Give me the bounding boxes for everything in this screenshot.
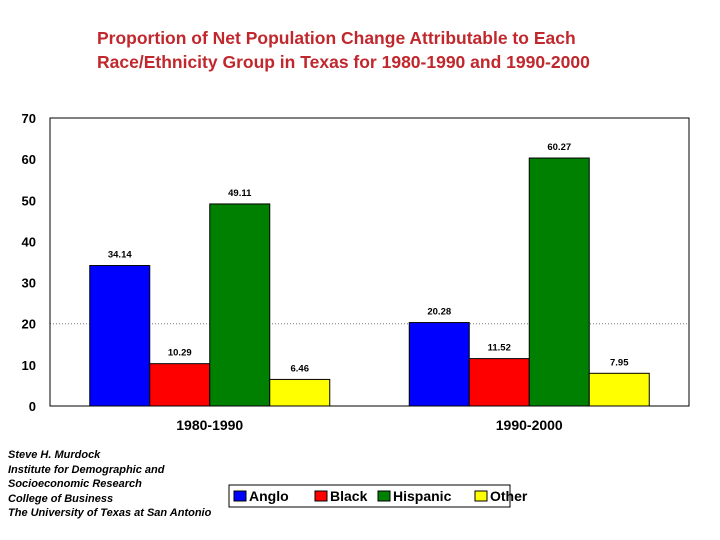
y-tick-label: 40: [22, 234, 36, 249]
data-label: 7.95: [610, 357, 629, 368]
bar-other: [588, 372, 650, 407]
bar-anglo: [89, 265, 151, 407]
bar-other: [269, 378, 331, 407]
bar-black: [149, 363, 211, 407]
data-label: 10.29: [168, 348, 192, 359]
plot-border: [49, 117, 690, 407]
bar-hispanic: [528, 157, 590, 407]
data-label: 49.11: [228, 188, 252, 199]
credit-line: Institute for Demographic and: [8, 463, 165, 476]
bar-anglo: [408, 322, 470, 407]
data-label: 34.14: [108, 250, 132, 261]
credits: Steve H. Murdock Institute for Demograph…: [8, 448, 211, 521]
y-tick-label: 30: [22, 276, 36, 291]
legend-swatch-hispanic: [377, 490, 391, 502]
data-label: 11.52: [488, 343, 511, 354]
credit-line: Steve H. Murdock: [8, 449, 101, 461]
bar-black: [468, 358, 530, 407]
bar-hispanic: [209, 203, 271, 407]
legend-swatch-black: [314, 490, 328, 502]
legend-box: [228, 484, 511, 508]
y-tick-label: 70: [22, 111, 36, 126]
y-tick-label: 0: [29, 399, 36, 414]
data-label: 6.46: [291, 363, 310, 374]
legend-label: Other: [490, 488, 528, 504]
y-tick-label: 60: [22, 152, 36, 167]
credit-line: The University of Texas at San Antonio: [8, 507, 212, 519]
x-tick-label: 1980-1990: [176, 417, 243, 433]
legend-label: Black: [330, 488, 368, 504]
legend-swatch-anglo: [233, 490, 247, 502]
legend-label: Hispanic: [393, 488, 452, 504]
credit-line: Socioeconomic Research: [8, 478, 142, 490]
credit-line: College of Business: [8, 492, 114, 505]
chart-title: Proportion of Net Population Change Attr…: [97, 28, 590, 72]
y-tick-label: 50: [22, 193, 36, 208]
x-tick-label: 1990-2000: [496, 417, 563, 433]
data-label: 60.27: [547, 142, 571, 153]
y-tick-label: 20: [22, 317, 36, 332]
legend-label: Anglo: [249, 488, 289, 504]
data-label: 20.28: [427, 307, 451, 318]
legend-swatch-other: [474, 490, 488, 502]
y-tick-label: 10: [22, 358, 36, 373]
